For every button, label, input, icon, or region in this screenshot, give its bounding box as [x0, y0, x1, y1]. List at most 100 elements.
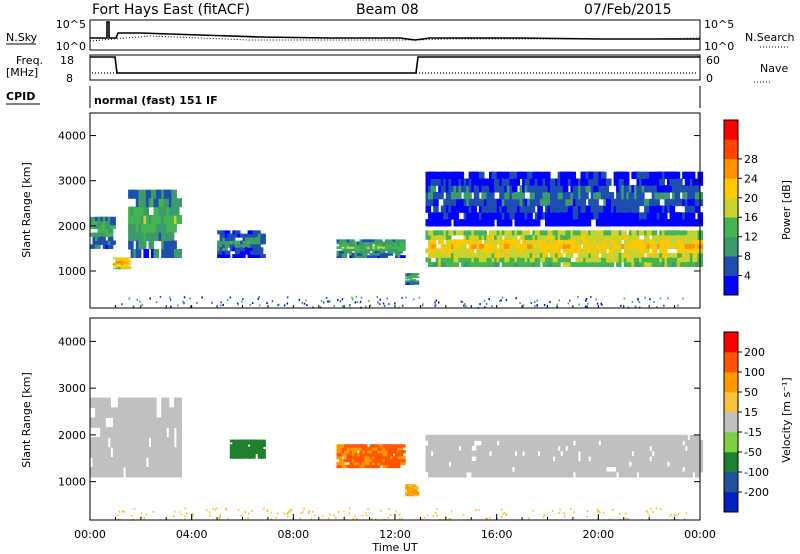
power-colorbar-label: Power [dB] — [780, 180, 793, 240]
power-cell — [377, 301, 379, 304]
nsky-tick-bottom: 10^0 — [56, 40, 86, 53]
velocity-cell — [151, 407, 157, 418]
velocity-cell — [341, 464, 348, 469]
velocity-cell — [227, 518, 229, 521]
power-cell — [608, 192, 615, 200]
power-cell — [190, 305, 192, 308]
velocity-cell — [647, 511, 649, 514]
velocity-cell — [578, 445, 584, 452]
power-cell — [456, 239, 462, 245]
power-cell — [387, 250, 393, 254]
power-cell — [588, 239, 594, 245]
velocity-cell — [244, 511, 246, 514]
power-cell — [478, 257, 485, 263]
velocity-cell — [161, 457, 167, 468]
power-cell — [692, 178, 698, 186]
nave-label: Nave — [760, 62, 788, 75]
power-cell — [631, 300, 634, 303]
velocity-cell — [448, 450, 454, 457]
power-cell — [674, 219, 681, 227]
power-cell — [651, 178, 658, 186]
power-cell — [596, 302, 599, 305]
power-cell — [242, 298, 244, 300]
power-cell — [148, 240, 155, 250]
power-cell — [90, 244, 96, 249]
power-cell — [556, 303, 559, 306]
velocity-cell — [140, 457, 147, 468]
velocity-cell — [348, 512, 351, 515]
power-colorbar-cell — [724, 236, 738, 257]
velocity-cell — [176, 417, 182, 428]
velocity-cell — [646, 450, 653, 457]
velocity-cell — [481, 434, 487, 441]
power-cell — [659, 178, 665, 186]
velocity-cell — [443, 461, 449, 467]
power-cell — [458, 230, 465, 236]
velocity-cell — [486, 455, 493, 462]
power-cell — [620, 304, 622, 307]
power-cell — [257, 297, 259, 300]
power-cell — [672, 185, 678, 193]
power-cell — [522, 239, 528, 245]
power-cell — [110, 240, 116, 245]
power-cell — [522, 248, 528, 254]
power-cell — [509, 205, 515, 213]
freq-label: Freq. — [16, 54, 43, 67]
power-cell — [489, 219, 495, 227]
power-cell — [130, 215, 137, 225]
power-cell — [661, 248, 668, 254]
velocity-cell — [435, 511, 437, 514]
velocity-cell — [656, 434, 663, 441]
power-cell — [534, 230, 541, 236]
velocity-cell — [428, 440, 434, 446]
velocity-cell — [692, 455, 698, 462]
velocity-cell — [461, 471, 467, 478]
power-cell — [667, 297, 669, 300]
velocity-cell — [517, 440, 523, 446]
nsky-strip-frame — [89, 19, 701, 51]
power-cell — [537, 205, 543, 213]
power-cell — [166, 223, 172, 233]
velocity-cell — [398, 513, 401, 516]
power-cell — [183, 296, 186, 299]
power-cell — [386, 297, 388, 300]
nsearch-trace — [89, 35, 701, 42]
power-cell — [514, 252, 521, 258]
power-cell — [151, 223, 157, 233]
power-cell — [120, 265, 127, 268]
power-cell — [484, 306, 486, 309]
velocity-cell — [219, 515, 221, 518]
power-cell — [557, 252, 564, 258]
power-cell — [155, 301, 158, 304]
power-cell — [496, 234, 503, 240]
velocity-cell — [679, 445, 686, 452]
velocity-cell — [267, 510, 269, 513]
power-cell — [395, 246, 401, 249]
power-cell — [595, 205, 602, 213]
power-cell — [501, 239, 508, 245]
power-cell — [448, 212, 454, 220]
power-cell — [140, 189, 147, 199]
velocity-cell — [491, 440, 498, 446]
power-cell — [260, 254, 266, 258]
velocity-cell — [586, 515, 588, 518]
velocity-cell — [517, 450, 523, 457]
power-cell — [616, 262, 622, 267]
power-cell — [530, 302, 532, 304]
power-cell — [562, 243, 569, 249]
velocity-cell — [176, 407, 182, 418]
power-cell — [500, 299, 502, 302]
velocity-cell — [567, 471, 574, 478]
velocity-cell — [163, 397, 170, 408]
velocity-cell — [694, 434, 701, 441]
power-cell — [532, 248, 538, 254]
power-cell — [145, 189, 152, 199]
velocity-ytick-label: 3000 — [58, 382, 86, 395]
velocity-cell — [102, 437, 109, 448]
velocity-cell — [528, 517, 530, 520]
velocity-cell — [105, 447, 111, 458]
power-cell — [356, 248, 363, 252]
power-cell — [504, 171, 510, 179]
power-cell — [545, 178, 551, 186]
power-cell — [644, 296, 646, 299]
